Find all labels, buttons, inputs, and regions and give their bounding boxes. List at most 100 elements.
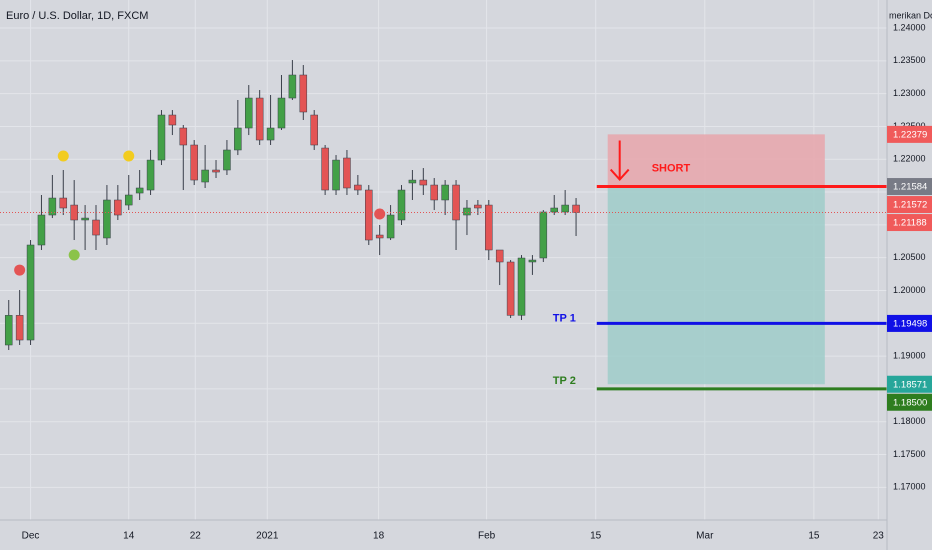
- x-tick-label: 22: [190, 531, 202, 542]
- candle-body: [277, 97, 286, 129]
- price-tag: [887, 214, 932, 232]
- y-tick-label: 1.20500: [893, 252, 926, 262]
- price-tag: [887, 125, 932, 143]
- candle-body: [114, 199, 122, 216]
- y-tick-label: 1.22500: [893, 121, 926, 131]
- candle-body: [375, 234, 384, 239]
- stop-zone: [607, 134, 825, 187]
- candle-body: [332, 159, 340, 191]
- candle-body: [146, 159, 155, 191]
- price-tag-label: 1.19498: [893, 318, 927, 329]
- x-tick-label: 15: [590, 531, 602, 542]
- axis-labels: 1.170001.175001.180001.185001.190001.195…: [22, 22, 932, 542]
- candle-body: [92, 219, 100, 236]
- x-tick-label: Mar: [696, 531, 714, 542]
- y-tick-label: 1.17000: [893, 482, 926, 492]
- candle-body: [419, 179, 428, 186]
- y-tick-label: 1.20000: [893, 285, 926, 295]
- candle-body: [321, 147, 329, 191]
- x-tick-label: 23: [873, 531, 885, 542]
- signal-dot: [14, 264, 26, 276]
- candle-body: [485, 204, 493, 251]
- candle-body: [539, 211, 548, 259]
- candle-body: [48, 197, 57, 216]
- y-tick-label: 1.22000: [893, 154, 926, 164]
- x-tick-label: Feb: [478, 531, 496, 542]
- candle-body: [299, 74, 308, 113]
- candle-body: [234, 127, 242, 151]
- candle-body: [572, 204, 580, 213]
- candle-body: [157, 114, 166, 161]
- signal-dot: [123, 150, 135, 162]
- candle-body: [190, 144, 198, 181]
- level-label: TP 1: [553, 312, 576, 324]
- axis-header: merikan Dola: [889, 10, 932, 20]
- candle-body: [223, 149, 231, 171]
- price-tag-label: 1.21584: [893, 182, 927, 193]
- candle-body: [15, 315, 24, 341]
- price-tag: [887, 178, 932, 196]
- candle-body: [288, 74, 297, 99]
- price-tag-label: 1.18500: [893, 397, 927, 408]
- candle-body: [354, 184, 362, 191]
- candle-body: [81, 217, 89, 221]
- candle-body: [103, 199, 111, 239]
- candle-body: [463, 207, 471, 216]
- candle-body: [37, 214, 46, 246]
- candle-body: [561, 204, 569, 213]
- candle-body: [4, 315, 13, 346]
- price-tag-label: 1.22379: [893, 129, 927, 140]
- x-tick-label: Dec: [22, 531, 40, 542]
- candle-body: [310, 114, 318, 146]
- price-tag-label: 1.18571: [893, 379, 927, 390]
- candle-body: [135, 187, 144, 194]
- candle-body: [550, 207, 558, 213]
- y-tick-label: 1.17500: [893, 449, 926, 459]
- candle-body: [386, 214, 395, 239]
- y-tick-label: 1.19000: [893, 350, 926, 360]
- candle-body: [408, 179, 417, 184]
- x-tick-label: 15: [808, 531, 820, 542]
- y-tick-label: 1.18000: [893, 416, 926, 426]
- candle-body: [343, 157, 351, 189]
- candle-body: [452, 184, 460, 221]
- candle-body: [474, 204, 482, 209]
- x-tick-label: 18: [373, 531, 385, 542]
- x-tick-label: 2021: [256, 531, 279, 542]
- candle-body: [255, 97, 264, 141]
- candle-body: [430, 184, 438, 201]
- y-tick-label: 1.23000: [893, 88, 926, 98]
- price-axis: [887, 0, 932, 550]
- candle-body: [245, 97, 253, 129]
- chart-title: Euro / U.S. Dollar, 1D, FXCM: [6, 10, 148, 22]
- signal-dot: [374, 208, 386, 220]
- candle-body: [201, 169, 209, 183]
- signal-dot: [68, 249, 80, 261]
- price-tag-label: 1.21572: [893, 200, 927, 211]
- price-tag: [887, 314, 932, 332]
- candle-body: [124, 194, 133, 206]
- level-label: TP 2: [553, 375, 576, 387]
- candle-body: [397, 189, 406, 221]
- candle-body: [26, 244, 35, 341]
- candle-body: [212, 169, 220, 173]
- candle-body: [365, 189, 373, 241]
- candle-body: [517, 257, 526, 316]
- candle-body: [506, 261, 515, 316]
- candle-body: [441, 184, 449, 201]
- candle-body: [59, 197, 68, 209]
- price-tag: [887, 393, 932, 411]
- candle-body: [495, 249, 504, 263]
- signal-dot: [57, 150, 69, 162]
- y-tick-label: 1.23500: [893, 55, 926, 65]
- target-zone: [607, 186, 825, 385]
- candle-body: [179, 127, 188, 146]
- y-tick-label: 1.24000: [893, 22, 926, 32]
- price-tag: [887, 375, 932, 393]
- price-tag-label: 1.21188: [893, 218, 927, 229]
- short-arrow: [609, 140, 630, 182]
- candle-body: [70, 204, 78, 221]
- level-label: SHORT: [652, 162, 691, 174]
